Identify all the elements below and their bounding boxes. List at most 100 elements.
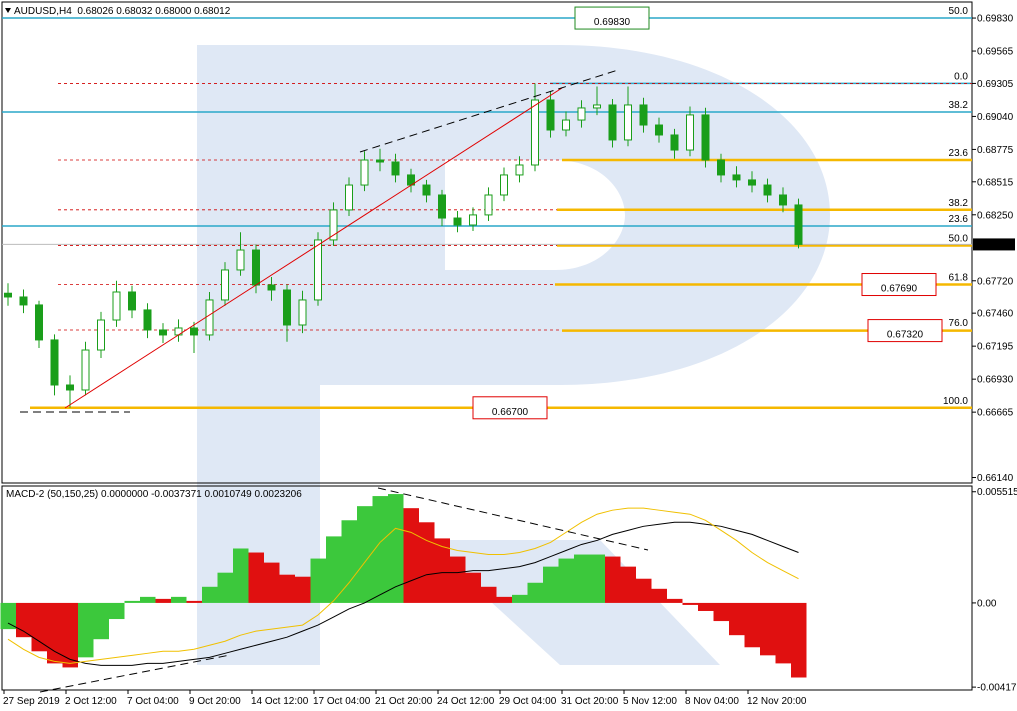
macd-bar <box>310 558 326 603</box>
current-price-label: 0.68012 <box>976 240 1013 251</box>
candle-body <box>515 164 524 176</box>
price-box-label: 0.67690 <box>881 284 918 295</box>
y-tick-label: 0.66140 <box>977 473 1014 484</box>
price-box-label: 0.67320 <box>887 330 924 341</box>
macd-bar <box>636 578 652 603</box>
x-tick-label: 24 Oct 12:00 <box>437 696 495 707</box>
macd-title: MACD-2 (50,150,25) 0.0000000 -0.0037371 … <box>6 489 302 500</box>
macd-bar <box>202 586 218 603</box>
x-tick-label: 21 Oct 20:00 <box>375 696 433 707</box>
macd-bar <box>171 596 187 603</box>
candle-body <box>252 249 260 286</box>
macd-bar <box>744 602 760 648</box>
expansion-label: 23.6 <box>949 214 969 225</box>
candle-body <box>159 329 167 336</box>
macd-bar <box>186 600 202 603</box>
candle-body <box>391 161 400 176</box>
price-box <box>867 319 943 343</box>
macd-bar <box>78 602 94 658</box>
macd-bar <box>264 562 280 603</box>
macd-bar <box>543 566 559 603</box>
y-tick-label: 0.68775 <box>977 145 1014 156</box>
macd-bar <box>326 536 342 603</box>
candle-body <box>438 194 446 219</box>
candle-body <box>35 304 43 341</box>
price-box <box>574 6 650 30</box>
trend-line <box>64 87 563 409</box>
macd-bar <box>341 520 357 603</box>
fib-label: 100.0 <box>943 396 968 407</box>
candle-body <box>794 204 803 245</box>
macd-bar <box>124 600 140 603</box>
watermark-bowl <box>320 45 830 385</box>
price-box-label: 0.69830 <box>594 17 631 28</box>
macd-bar <box>62 602 78 668</box>
candle-body <box>484 194 493 216</box>
x-tick-label: 5 Nov 12:00 <box>623 696 677 707</box>
macd-bar <box>248 552 264 603</box>
candle-body <box>655 124 663 136</box>
candle-body <box>779 194 787 206</box>
candle-body <box>4 292 12 298</box>
macd-bar <box>357 506 373 603</box>
macd-bar <box>93 602 109 640</box>
y-tick-label: -0.004177 <box>977 683 1017 694</box>
macd-bar <box>713 602 729 622</box>
x-tick-label: 27 Sep 2019 <box>3 696 60 707</box>
y-tick-label: 0.69040 <box>977 112 1014 123</box>
candle-body <box>686 114 694 151</box>
candle-body <box>19 296 28 306</box>
fib-label: 0.0 <box>954 71 968 82</box>
candle-body <box>267 284 276 291</box>
candle-body <box>701 114 710 161</box>
macd-bar <box>403 508 419 603</box>
y-tick-label: 0.005515 <box>977 487 1017 498</box>
candle-body <box>469 214 477 226</box>
candle-body <box>376 159 384 163</box>
plot-layer: 0.69830 0.69565 0.69305 0.69040 0.68775 0.685… <box>0 6 1017 707</box>
divergence-line <box>39 654 231 693</box>
macd-bar <box>140 596 156 603</box>
candle-body <box>500 174 508 196</box>
candle-body <box>128 291 136 311</box>
macd-bar <box>47 602 63 664</box>
price-box-label: 0.66700 <box>492 407 529 418</box>
candle-body <box>329 209 338 241</box>
channel-line <box>359 69 619 153</box>
macd-bar <box>667 598 683 603</box>
macd-bar <box>109 602 125 620</box>
fib-label: 61.8 <box>949 273 969 284</box>
candle-body <box>221 269 229 301</box>
candle-body <box>593 104 601 109</box>
macd-line <box>7 521 799 666</box>
x-tick-label: 17 Oct 04:00 <box>313 696 371 707</box>
y-tick-label: 0.66930 <box>977 375 1014 386</box>
y-tick-label: 0.68515 <box>977 177 1014 188</box>
price-box <box>861 273 937 297</box>
macd-bar <box>217 572 233 603</box>
y-tick-label: 0.66665 <box>977 408 1014 419</box>
candle-body <box>422 184 431 196</box>
x-tick-label: 12 Nov 20:00 <box>747 696 807 707</box>
candle-body <box>81 349 90 391</box>
x-tick-label: 8 Nov 04:00 <box>685 696 739 707</box>
macd-bar <box>465 572 481 603</box>
x-tick-label: 31 Oct 20:00 <box>561 696 619 707</box>
macd-bar <box>574 554 590 603</box>
candle-body <box>345 184 353 211</box>
x-tick-label: 29 Oct 04:00 <box>499 696 557 707</box>
macd-panel-frame <box>1 485 973 691</box>
divergence-line <box>377 487 649 551</box>
macd-bar <box>419 522 435 603</box>
macd-bar <box>31 602 47 652</box>
macd-bar <box>279 574 295 603</box>
candle-body <box>531 99 539 166</box>
macd-bar <box>729 602 745 636</box>
macd-bar <box>512 594 528 603</box>
macd-bar <box>295 576 311 603</box>
x-tick-label: 14 Oct 12:00 <box>251 696 309 707</box>
candle-body <box>66 384 74 391</box>
candle-body <box>298 299 307 326</box>
candle-body <box>639 104 648 126</box>
